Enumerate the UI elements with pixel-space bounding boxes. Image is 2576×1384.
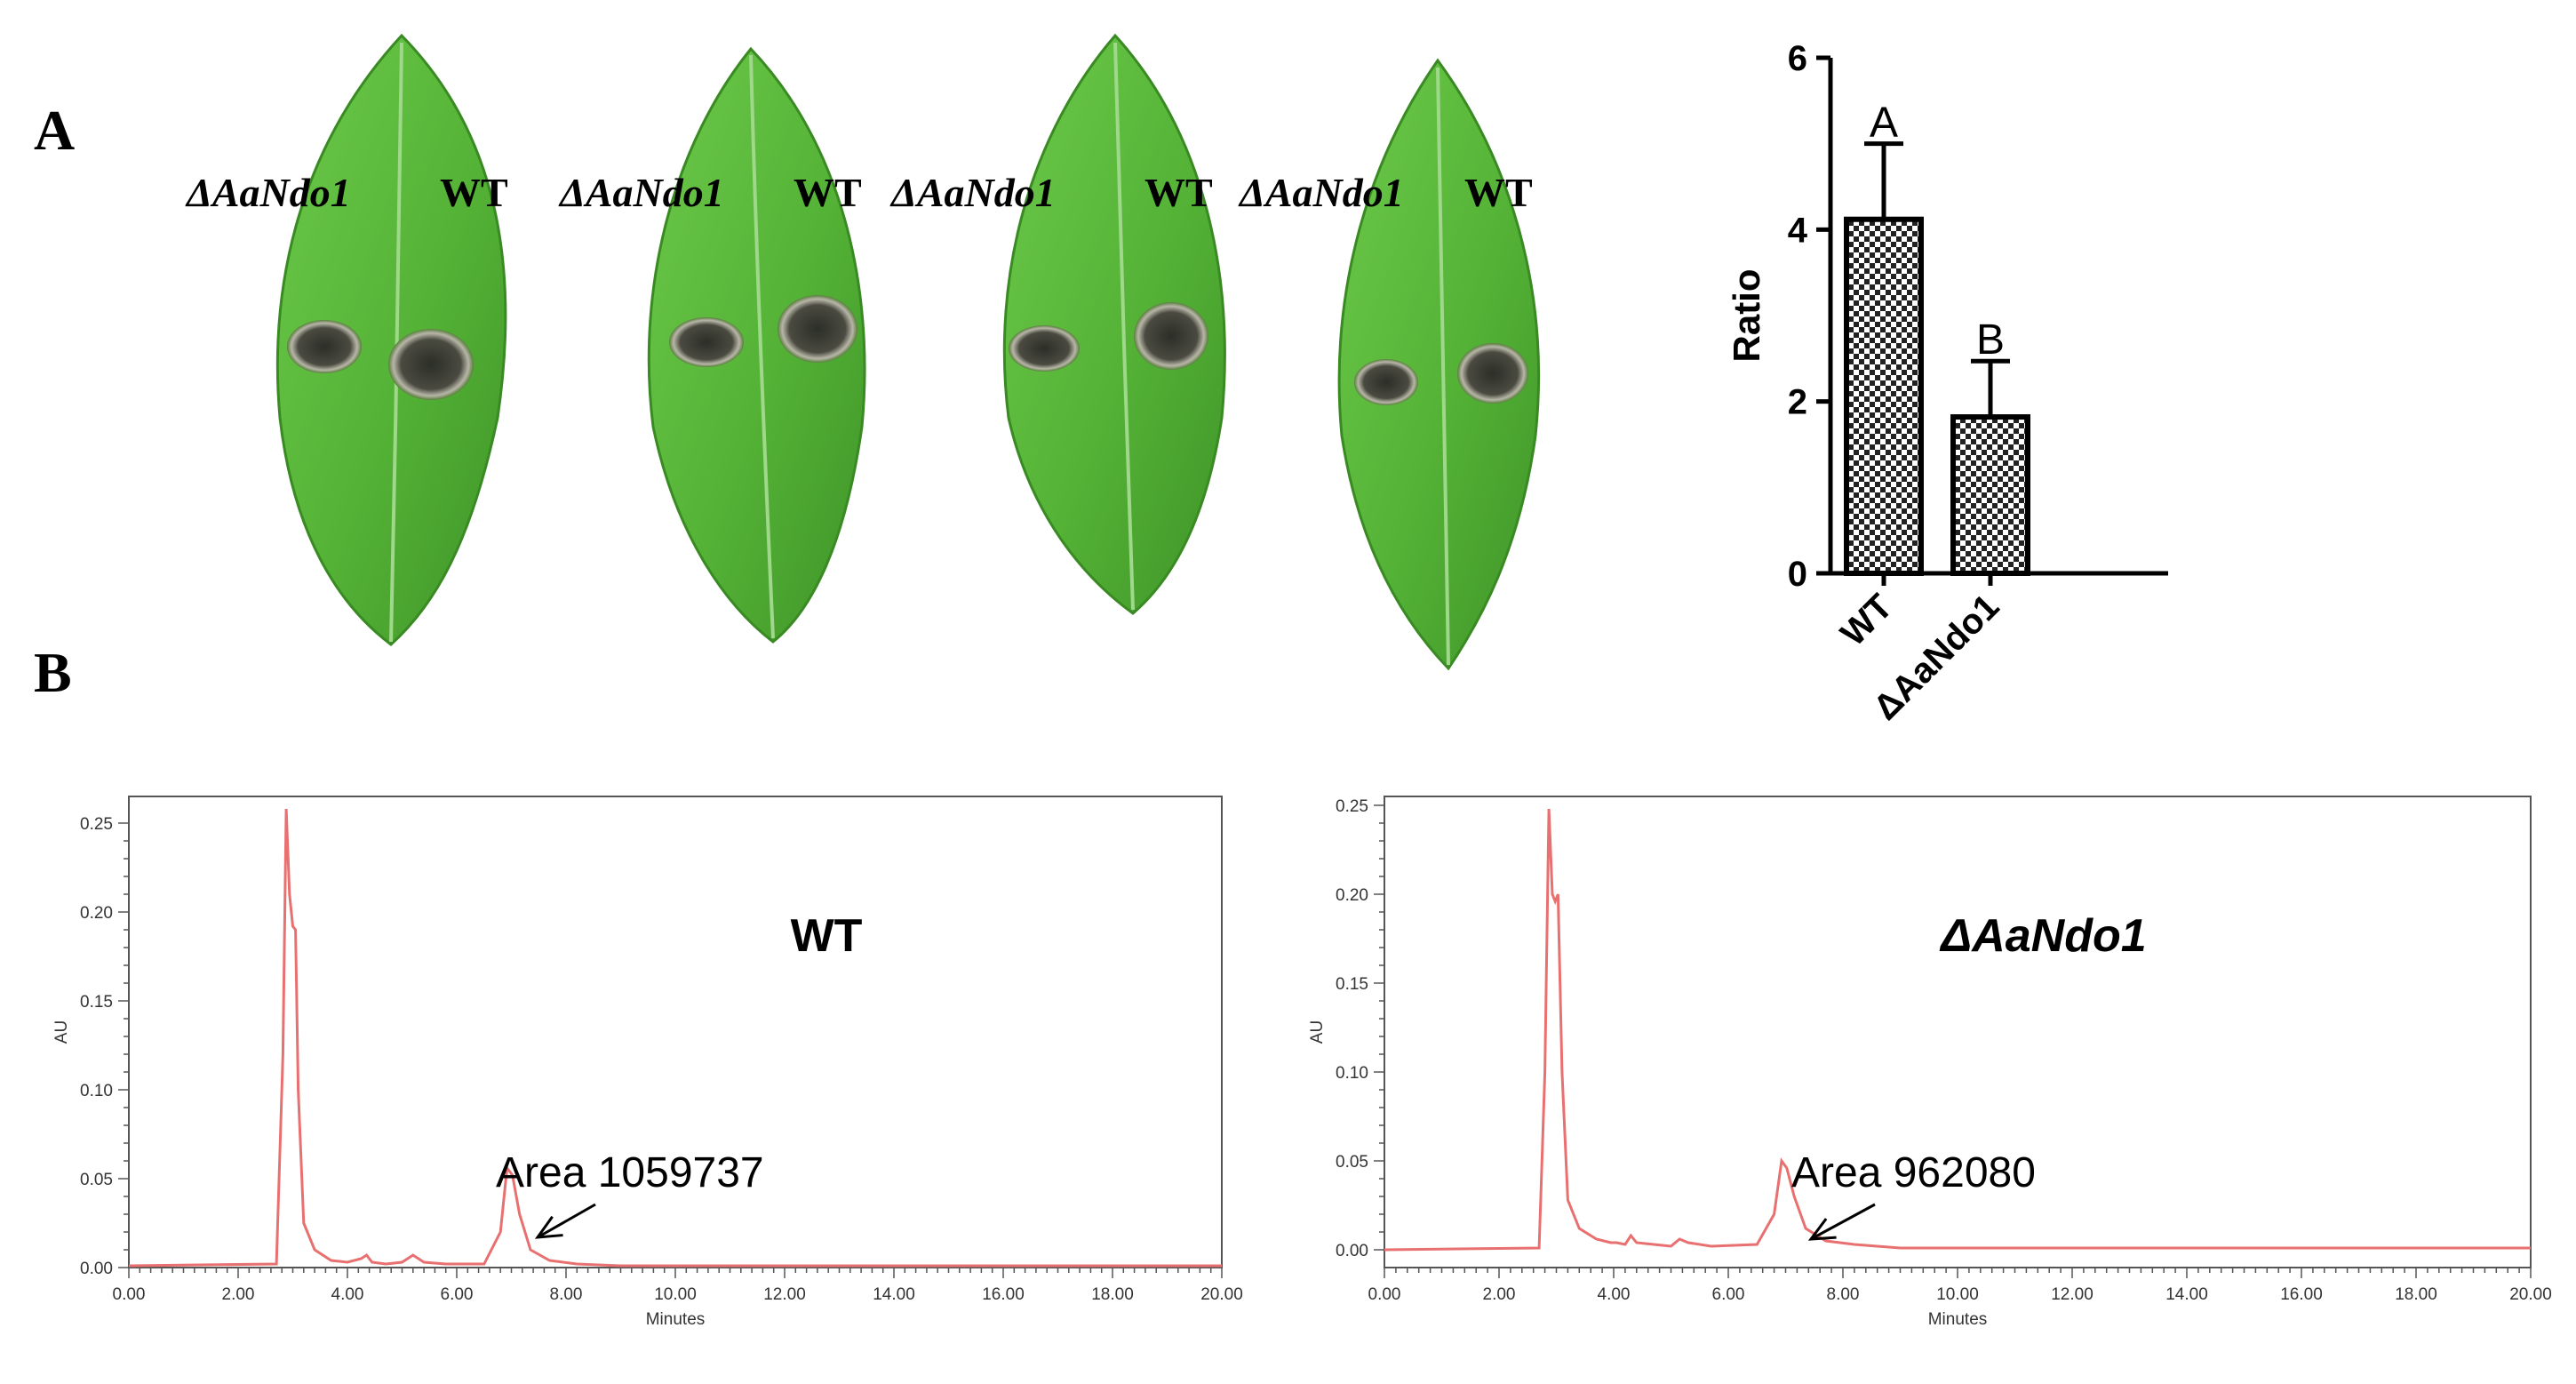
x-tick-label: 16.00 [982, 1285, 1025, 1304]
y-tick-label: 0.05 [1336, 1153, 1368, 1172]
x-tick-label: 6.00 [1712, 1285, 1745, 1304]
peak-arrow-head [1807, 1218, 1837, 1241]
leaf-3-mutant-label: ΔAaNdo1 [891, 170, 1056, 215]
peak-area-label: Area 1059737 [496, 1149, 764, 1196]
x-axis-label: Minutes [1928, 1310, 1988, 1329]
y-tick-label: 0.00 [80, 1260, 113, 1278]
leaf-1-wt-label: WT [440, 170, 508, 215]
bar [1950, 414, 2030, 577]
significance-label: B [1976, 316, 2005, 364]
peak-area-label: Area 962080 [1791, 1149, 2036, 1196]
y-tick-label: 0.05 [80, 1171, 113, 1189]
x-tick-label: 18.00 [2395, 1285, 2437, 1304]
x-tick-label: 4.00 [331, 1285, 364, 1304]
significance-label: A [1870, 100, 1898, 147]
lesion-mutant-3 [1009, 325, 1080, 372]
x-tick-label: 14.00 [873, 1285, 915, 1304]
x-axis-label: Minutes [646, 1310, 706, 1329]
lesion-mutant-2 [669, 317, 744, 367]
lesion-wt-2 [778, 295, 857, 363]
x-tick-label: 20.00 [2509, 1285, 2552, 1304]
x-tick-label: 8.00 [550, 1285, 583, 1304]
y-tick-label: 0.15 [80, 993, 113, 1012]
leaf-1 [275, 33, 507, 646]
y-tick-label: 0.25 [1336, 797, 1368, 816]
y-axis-label: AU [52, 1020, 71, 1044]
x-tick-label: 12.00 [2051, 1285, 2093, 1304]
y-tick-label: 0.20 [80, 904, 113, 923]
leaf-3 [1002, 33, 1226, 615]
leaf-3-wt-label: WT [1144, 170, 1213, 215]
x-tick-label: WT [1833, 587, 1900, 653]
y-tick-label: 0.10 [1336, 1064, 1368, 1083]
chromatogram-mutant: 0.00 2.00 4.00 6.00 8.00 10.00 12.00 14.00 16.00… [1308, 796, 2552, 1329]
y-tick-label: 2 [1788, 383, 1807, 422]
chromatogram-wt: 0.00 2.00 4.00 6.00 8.00 10.00 12.00 14.00 16.00… [52, 796, 1243, 1329]
lesion-wt-1 [388, 329, 474, 400]
chromatogram-title: ΔAaNdo1 [1939, 910, 2146, 962]
peak-arrow-head [534, 1215, 563, 1239]
x-tick-label: 16.00 [2280, 1285, 2323, 1304]
y-tick-label: 0.25 [80, 815, 113, 834]
x-tick-label: 2.00 [222, 1285, 255, 1304]
leaf-1-mutant-label: ΔAaNdo1 [187, 170, 351, 215]
x-tick-label: 4.00 [1598, 1285, 1631, 1304]
y-tick-label: 0.00 [1336, 1242, 1368, 1260]
x-tick-label: 10.00 [1936, 1285, 1979, 1304]
y-tick-label: 0 [1788, 555, 1807, 594]
chromatogram-trace [1384, 808, 2531, 1252]
leaf-2 [647, 46, 866, 644]
x-tick-label: 0.00 [113, 1285, 146, 1304]
x-tick-label: 20.00 [1200, 1285, 1243, 1304]
y-axis-label: Ratio [1726, 269, 1767, 363]
y-tick-label: 0.10 [80, 1082, 113, 1100]
y-tick-label: 0.15 [1336, 975, 1368, 994]
leaf-photo [275, 33, 1541, 671]
x-tick-label: 10.00 [654, 1285, 697, 1304]
y-tick-label: 0.20 [1336, 886, 1368, 905]
x-tick-label: 6.00 [441, 1285, 474, 1304]
y-tick-label: 4 [1788, 211, 1808, 250]
chromatogram-title: WT [791, 910, 863, 962]
x-tick-label: 2.00 [1483, 1285, 1516, 1304]
peak-arrow [537, 1203, 596, 1239]
y-axis-label: AU [1308, 1020, 1327, 1044]
leaf-4 [1337, 58, 1541, 671]
peak-arrow [1810, 1203, 1876, 1241]
y-tick-label: 6 [1788, 39, 1807, 78]
x-tick-label: 12.00 [763, 1285, 806, 1304]
plot-frame [128, 796, 1223, 1268]
x-tick-label: 8.00 [1827, 1285, 1860, 1304]
panel-letter-a: A [34, 99, 76, 162]
leaf-2-mutant-label: ΔAaNdo1 [560, 170, 724, 215]
bar [1844, 216, 1924, 576]
leaf-2-wt-label: WT [794, 170, 862, 215]
lesion-mutant-1 [287, 320, 362, 373]
leaf-4-wt-label: WT [1464, 170, 1533, 215]
x-tick-label: 0.00 [1368, 1285, 1401, 1304]
x-tick-label: 18.00 [1091, 1285, 1134, 1304]
panel-letter-b: B [34, 641, 72, 704]
leaf-4-mutant-label: ΔAaNdo1 [1240, 170, 1404, 215]
lesion-mutant-4 [1354, 359, 1418, 405]
plot-frame [1384, 796, 2532, 1268]
lesion-wt-3 [1134, 302, 1208, 370]
x-tick-label: 14.00 [2165, 1285, 2208, 1304]
lesion-wt-4 [1457, 343, 1528, 404]
chromatogram-trace [128, 808, 1222, 1268]
